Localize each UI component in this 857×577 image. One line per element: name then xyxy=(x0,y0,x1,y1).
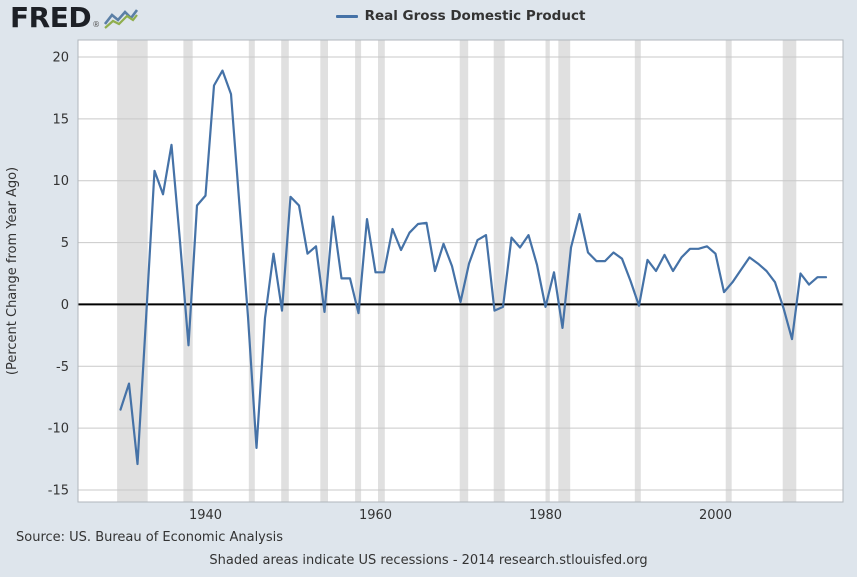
recession-band xyxy=(634,40,641,502)
y-tick-label: 20 xyxy=(52,51,69,66)
plot-border xyxy=(77,39,844,503)
y-tick-label: 15 xyxy=(52,112,69,127)
recession-band xyxy=(183,40,193,502)
chart-legend: Real Gross Domestic Product xyxy=(78,8,843,24)
x-tick-label: 1980 xyxy=(529,508,562,523)
recession-band xyxy=(459,40,469,502)
recession-note: Shaded areas indicate US recessions - 20… xyxy=(209,553,648,568)
registered-mark-icon: ® xyxy=(92,20,101,29)
source-note: Source: US. Bureau of Economic Analysis xyxy=(16,530,284,545)
recession-band xyxy=(782,40,797,502)
x-tick-label: 2000 xyxy=(699,508,732,523)
x-tick-label: 1960 xyxy=(359,508,392,523)
fred-logo: FRED ® xyxy=(10,1,139,34)
y-axis-title: (Percent Change from Year Ago) xyxy=(5,167,20,375)
y-tick-label: 0 xyxy=(61,298,69,313)
legend-series-label: Real Gross Domestic Product xyxy=(364,8,586,24)
y-tick-label: -15 xyxy=(48,484,69,499)
recession-band xyxy=(558,40,571,502)
gdp-series-line xyxy=(119,69,828,466)
recession-band xyxy=(248,40,255,502)
y-tick-label: -10 xyxy=(48,422,69,437)
y-tick-label: 5 xyxy=(61,236,69,251)
fred-logo-text: FRED xyxy=(10,1,92,34)
recession-band xyxy=(355,40,362,502)
fred-logo-squiggle-icon xyxy=(104,9,139,29)
recession-band xyxy=(320,40,328,502)
recession-band xyxy=(378,40,385,502)
y-tick-label: -5 xyxy=(56,360,69,375)
recession-band xyxy=(117,40,148,502)
legend-line-swatch xyxy=(335,14,358,18)
recession-band xyxy=(725,40,732,502)
y-tick-label: 10 xyxy=(52,174,69,189)
recession-band xyxy=(545,40,550,502)
recession-band xyxy=(493,40,505,502)
x-tick-label: 1940 xyxy=(189,508,222,523)
